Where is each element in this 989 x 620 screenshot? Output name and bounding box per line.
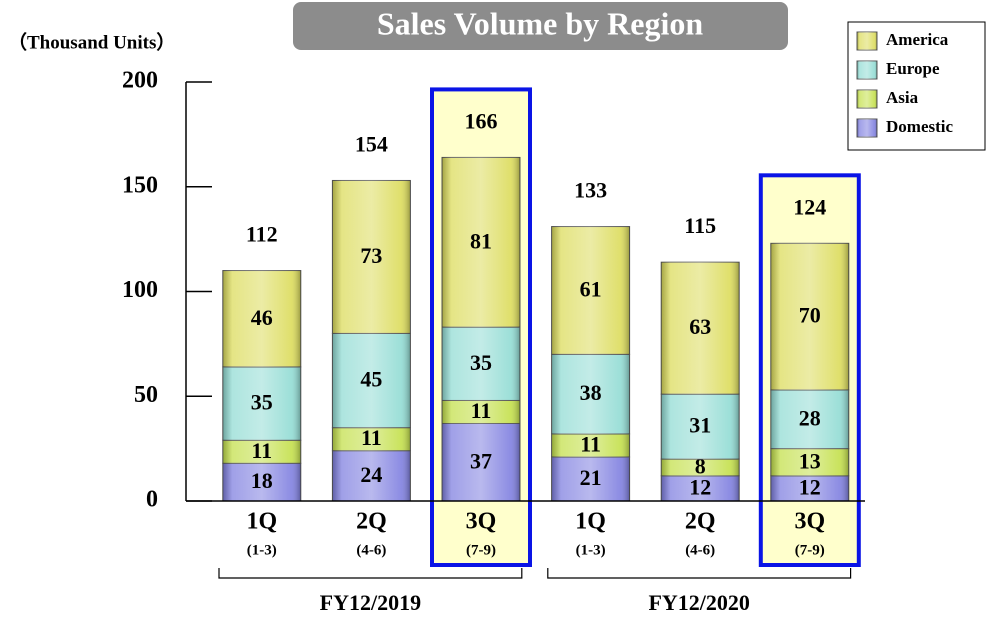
data-label: 38 (580, 380, 602, 405)
legend-label: Asia (886, 88, 919, 107)
y-tick-label: 0 (146, 487, 158, 513)
bar-shine (770, 448, 849, 476)
bar-shine (222, 463, 301, 501)
data-label: 35 (470, 350, 492, 375)
bar-shine (222, 366, 301, 441)
data-label: 35 (251, 390, 273, 415)
data-label: 70 (799, 303, 821, 328)
group-label: FY12/2020 (648, 590, 749, 615)
data-label: 28 (799, 405, 821, 430)
data-label: 61 (580, 276, 602, 301)
total-label: 112 (246, 222, 278, 247)
x-tick-label: 1Q (246, 509, 277, 535)
bar-shine (661, 475, 740, 501)
data-label: 21 (580, 465, 602, 490)
x-tick-period: (4-6) (685, 542, 715, 558)
bar-shine (442, 157, 520, 328)
total-label: 133 (574, 178, 607, 203)
total-label: 154 (355, 132, 388, 157)
legend-swatch-shine (857, 61, 877, 79)
bar-shine (661, 459, 740, 476)
x-tick-period: (1-3) (576, 542, 606, 558)
data-label: 63 (689, 314, 711, 339)
legend-swatch-shine (857, 90, 877, 108)
bar-shine (770, 243, 849, 390)
group-bracket (218, 568, 523, 579)
data-label: 11 (251, 438, 272, 463)
data-label: 37 (470, 448, 492, 473)
data-label: 13 (799, 448, 821, 473)
bar-shine (551, 354, 630, 434)
bar-shine (770, 389, 849, 449)
data-label: 11 (471, 398, 492, 423)
x-tick-period: (7-9) (795, 542, 825, 558)
y-axis-label: （Thousand Units） (8, 30, 175, 53)
data-label: 11 (361, 425, 382, 450)
x-tick-label: 1Q (575, 509, 606, 535)
legend-swatch-shine (857, 32, 877, 50)
data-label: 18 (251, 468, 273, 493)
bar-shine (442, 400, 520, 424)
data-label: 24 (360, 462, 382, 487)
data-label: 45 (360, 367, 382, 392)
y-tick-label: 100 (122, 277, 158, 303)
legend-swatch-shine (857, 119, 877, 137)
x-tick-period: (7-9) (466, 542, 496, 558)
bar-shine (332, 450, 411, 501)
chart-title: Sales Volume by Region (377, 5, 703, 41)
group-bracket (547, 568, 852, 579)
bar-shine (222, 270, 301, 367)
data-label: 81 (470, 228, 492, 253)
x-tick-label: 2Q (685, 509, 716, 535)
data-label: 73 (360, 243, 382, 268)
data-label: 31 (689, 413, 711, 438)
data-label: 46 (251, 305, 273, 330)
data-label: 11 (580, 432, 601, 457)
bar-shine (442, 423, 520, 501)
data-label: 12 (799, 474, 821, 499)
bar-shine (332, 180, 411, 334)
bar-shine (551, 226, 630, 355)
bar-shine (442, 327, 520, 401)
bar-shine (551, 457, 630, 501)
y-tick-label: 150 (122, 172, 158, 198)
legend-label: Domestic (886, 117, 953, 136)
title-box (293, 2, 788, 50)
data-label: 8 (695, 454, 706, 479)
bar-shine (332, 333, 411, 428)
legend-label: America (886, 30, 949, 49)
bar-shine (661, 262, 740, 395)
y-tick-label: 200 (122, 68, 158, 94)
bar-shine (222, 440, 301, 464)
x-tick-label: 3Q (794, 509, 825, 535)
x-tick-label: 2Q (356, 509, 387, 535)
total-label: 124 (793, 194, 826, 219)
bar-shine (770, 475, 849, 501)
total-label: 115 (684, 213, 716, 238)
legend-label: Europe (886, 59, 940, 78)
bar-shine (551, 433, 630, 458)
data-label: 12 (689, 474, 711, 499)
x-tick-period: (4-6) (356, 542, 386, 558)
x-tick-label: 3Q (466, 509, 497, 535)
y-tick-label: 50 (134, 382, 158, 408)
x-tick-period: (1-3) (247, 542, 277, 558)
bar-shine (332, 427, 411, 451)
bar-shine (661, 394, 740, 460)
total-label: 166 (465, 108, 498, 133)
group-label: FY12/2019 (320, 590, 421, 615)
